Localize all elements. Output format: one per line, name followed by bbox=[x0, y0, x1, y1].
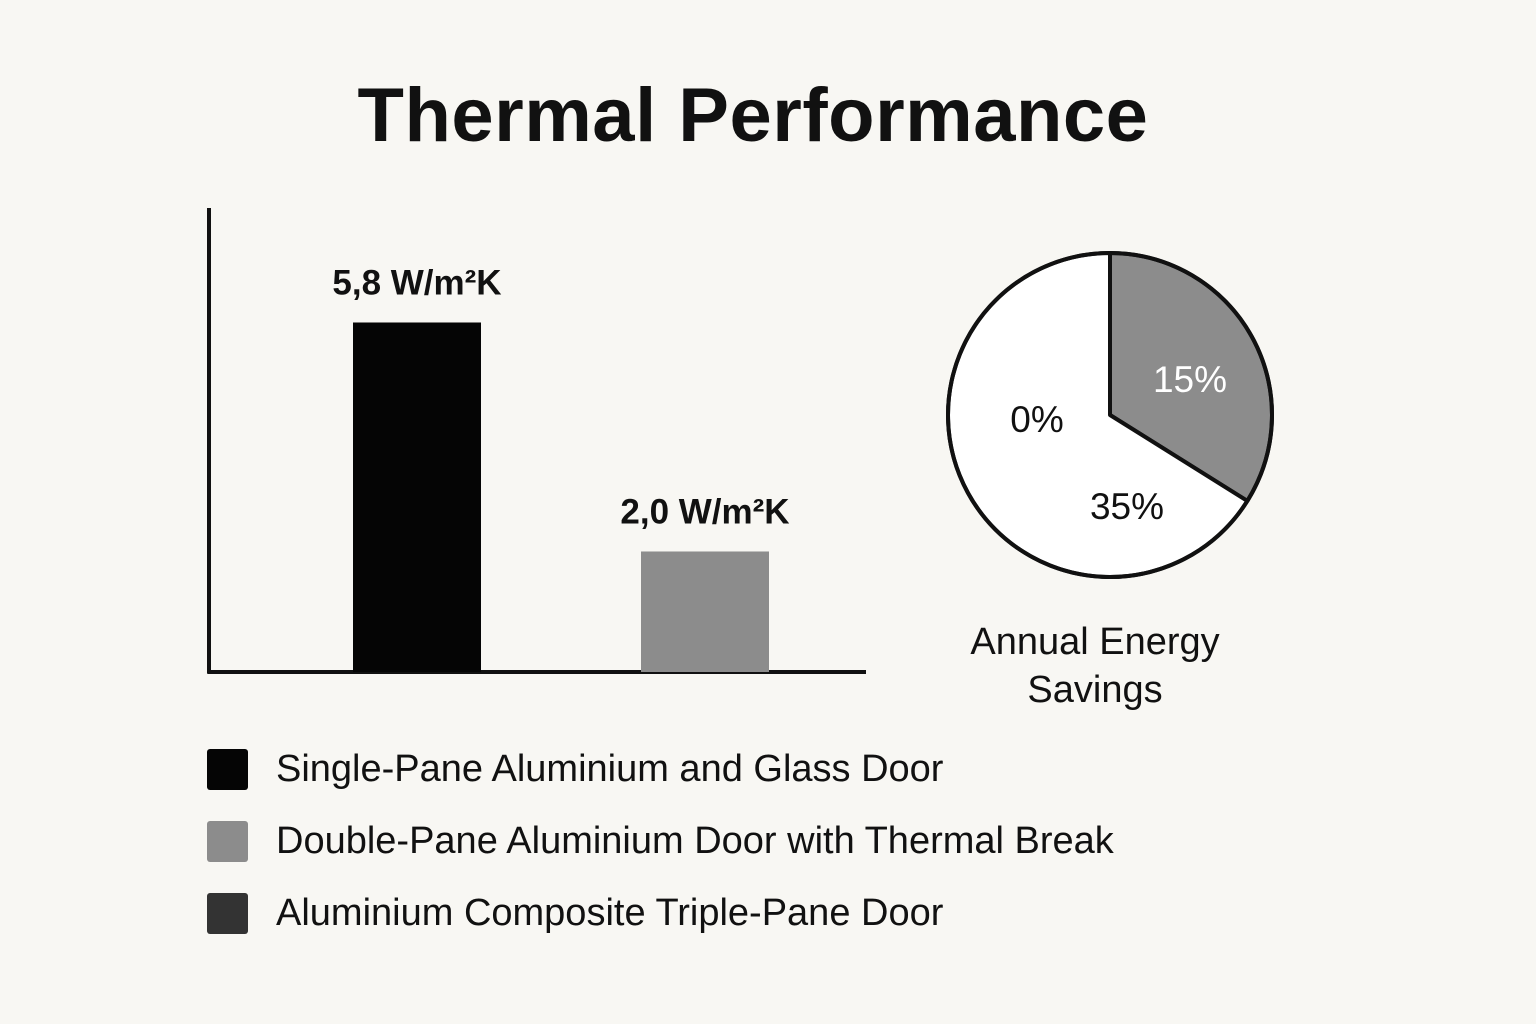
legend-swatch-triple-pane bbox=[207, 892, 248, 934]
bar-2 bbox=[641, 551, 769, 672]
pie-chart-caption: Annual Energy Savings bbox=[970, 621, 1220, 711]
legend-label-triple-pane: Aluminium Composite Triple-Pane Door bbox=[276, 891, 944, 934]
pie-slice-label-3: 0% bbox=[1010, 399, 1063, 440]
legend-item-double-pane: Double-Pane Aluminium Door with Thermal … bbox=[207, 817, 1114, 865]
bar-chart: 5,8 W/m²K 2,0 W/m²K bbox=[207, 208, 866, 674]
legend-item-triple-pane: Aluminium Composite Triple-Pane Door bbox=[207, 889, 1114, 937]
legend-label-single-pane: Single-Pane Aluminium and Glass Door bbox=[276, 747, 944, 790]
legend-swatch-double-pane bbox=[207, 820, 248, 862]
bar-1 bbox=[353, 322, 481, 672]
legend: Single-Pane Aluminium and Glass Door Dou… bbox=[207, 745, 1114, 961]
pie-chart: 15% 35% 0% bbox=[946, 251, 1274, 579]
legend-label-double-pane: Double-Pane Aluminium Door with Thermal … bbox=[276, 819, 1114, 862]
legend-swatch-single-pane bbox=[207, 748, 248, 790]
pie-outline bbox=[946, 251, 1274, 579]
pie-slice-label-2: 35% bbox=[1090, 486, 1164, 527]
pie-slice-label-1: 15% bbox=[1153, 359, 1227, 400]
bar-value-label-1: 5,8 W/m²K bbox=[332, 263, 501, 302]
bar-value-label-2: 2,0 W/m²K bbox=[620, 492, 789, 531]
legend-item-single-pane: Single-Pane Aluminium and Glass Door bbox=[207, 745, 1114, 793]
chart-title: Thermal Performance bbox=[357, 73, 1149, 158]
